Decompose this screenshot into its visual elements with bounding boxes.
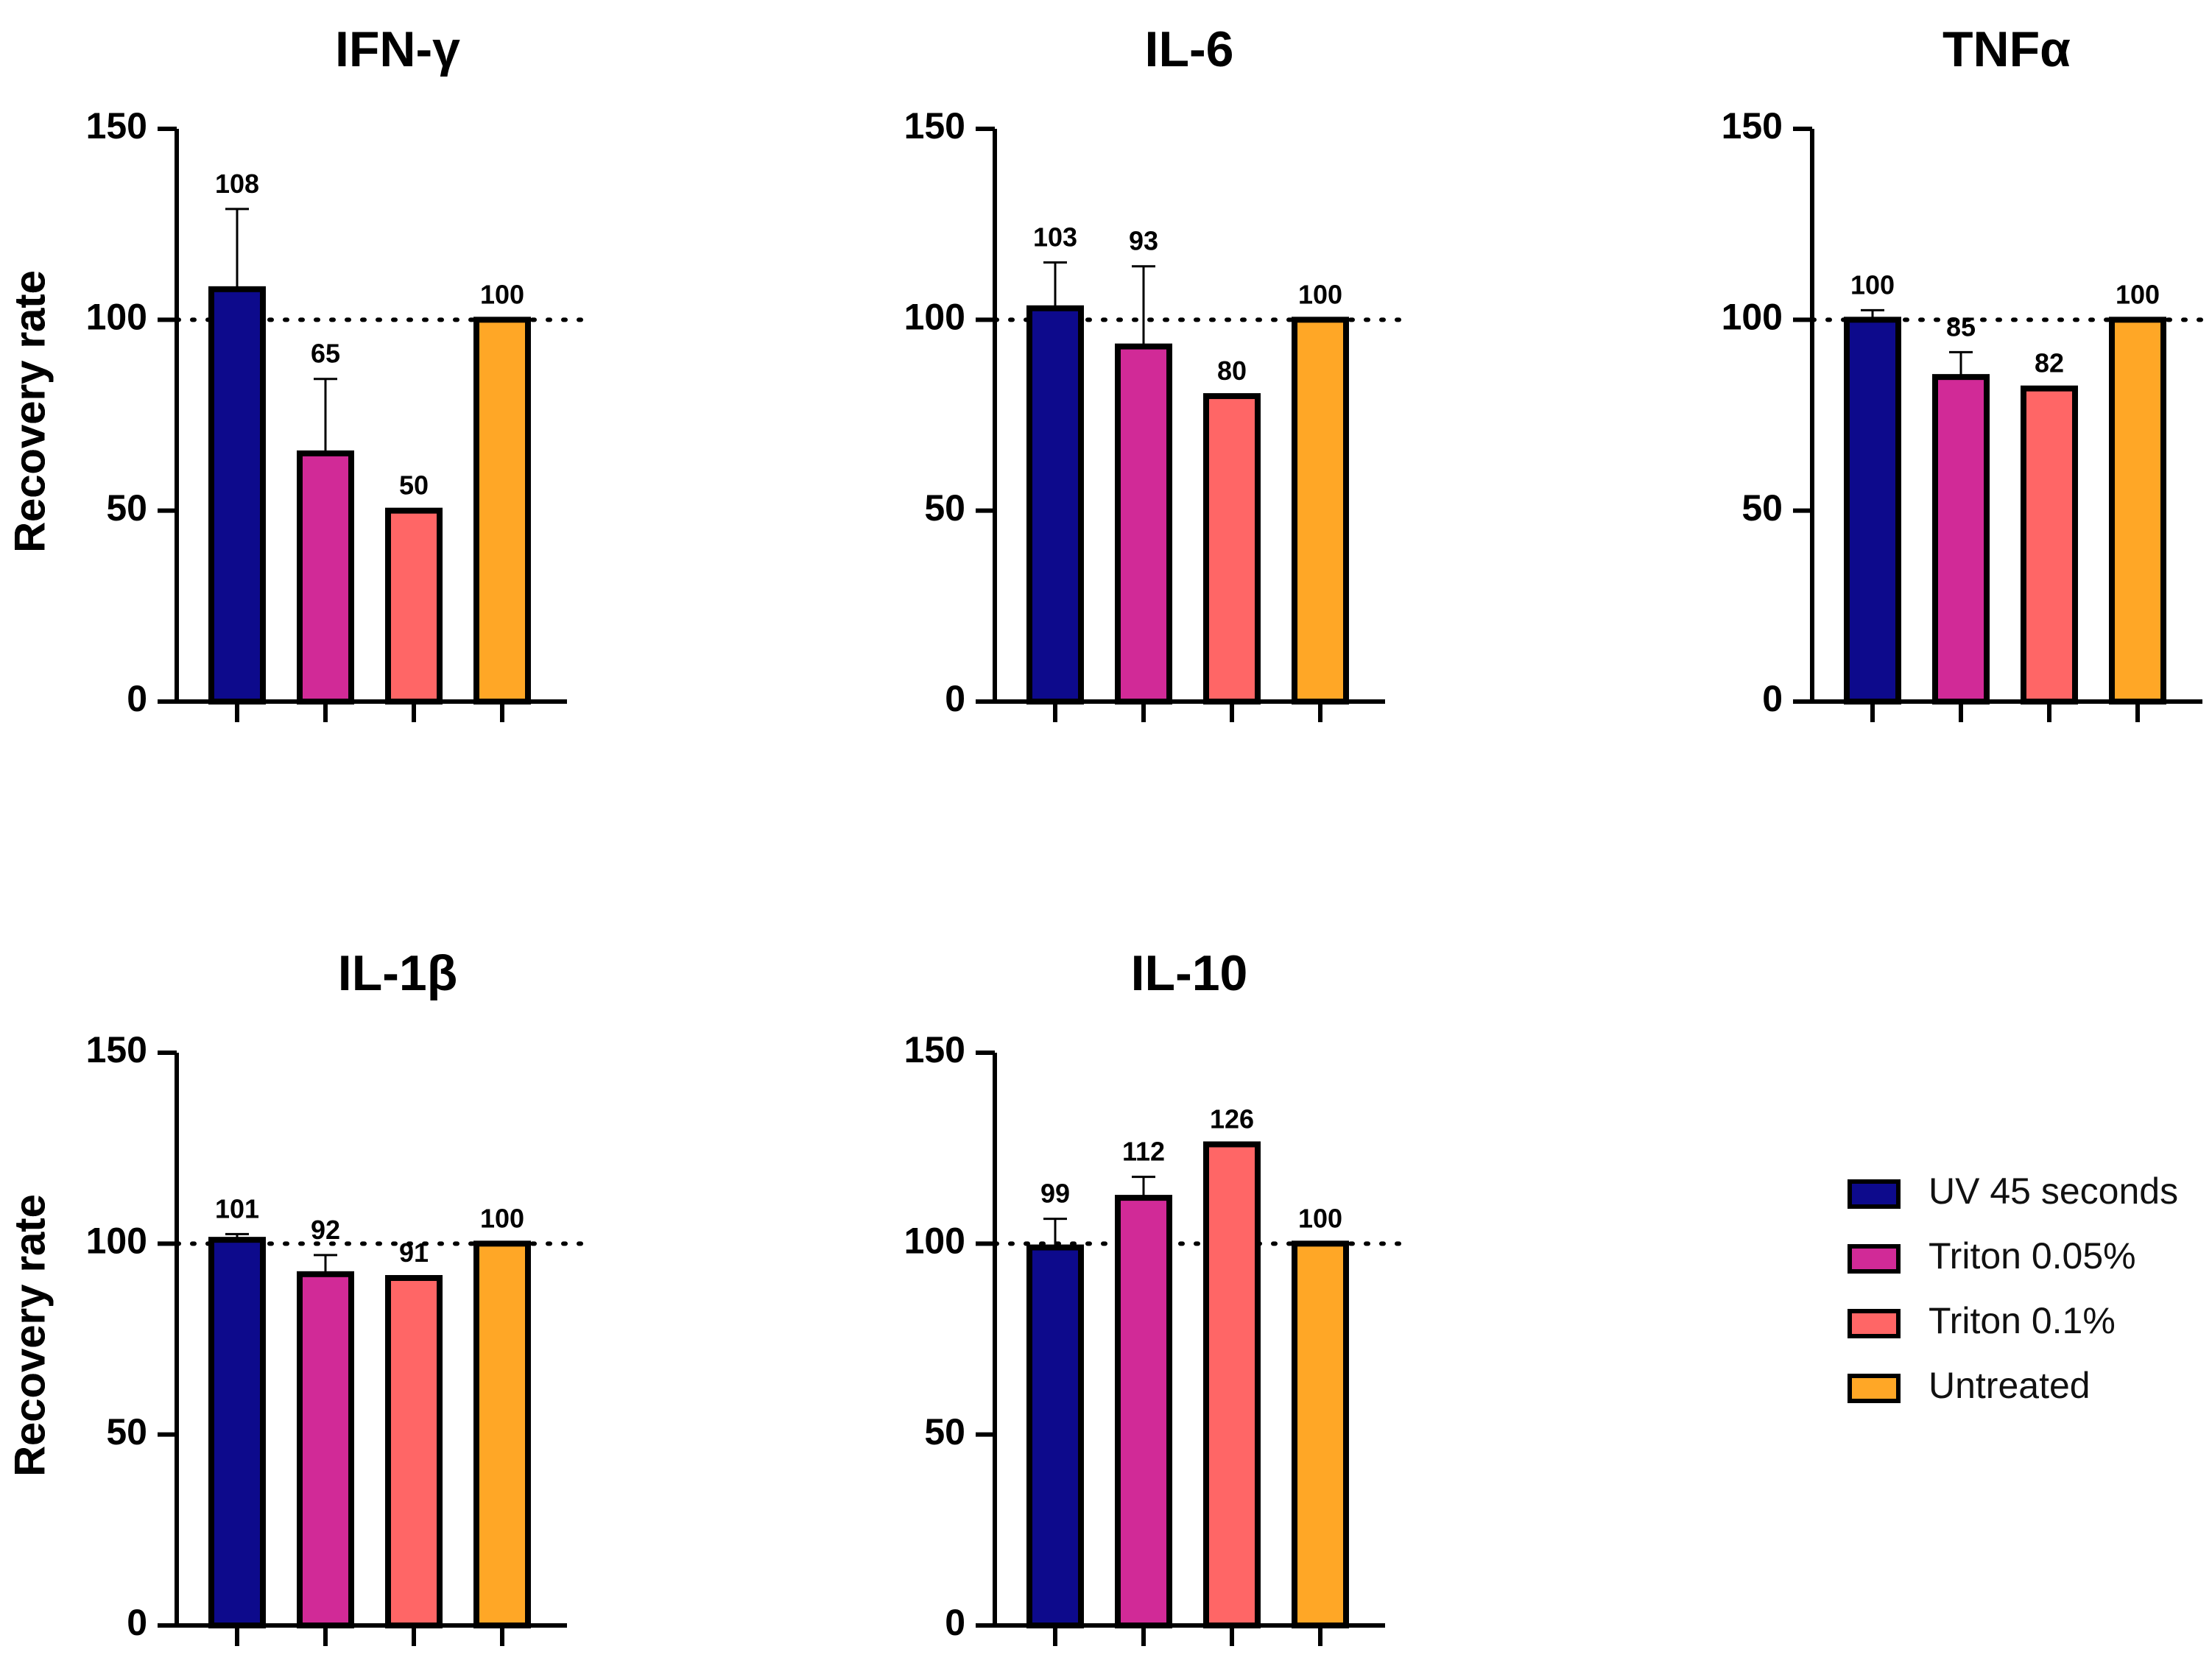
data-label: 108 (215, 169, 259, 199)
y-axis-label: Recovery rate (6, 270, 54, 553)
legend-swatch (1848, 1244, 1901, 1274)
y-tick-label: 50 (106, 487, 147, 529)
y-tick-label: 50 (924, 1411, 965, 1452)
y-tick-label: 100 (86, 297, 147, 338)
legend-swatch (1848, 1374, 1901, 1403)
bar (297, 450, 354, 705)
data-label: 100 (480, 279, 524, 309)
y-tick-label: 0 (945, 678, 965, 719)
bar (385, 1275, 443, 1628)
data-label: 100 (1298, 1203, 1342, 1233)
data-label: 91 (399, 1237, 429, 1268)
data-label: 99 (1040, 1179, 1070, 1209)
data-label: 85 (1946, 311, 1976, 342)
data-label: 50 (399, 470, 429, 501)
legend-label: Untreated (1929, 1365, 2091, 1406)
legend-label: Triton 0.1% (1929, 1300, 2116, 1341)
y-tick-label: 150 (904, 105, 965, 146)
data-label: 103 (1033, 222, 1077, 253)
y-axis-label: Recovery rate (6, 270, 54, 553)
chart-title: IL-1β (338, 945, 457, 1001)
chart-panel: IL-1β Recovery rate 0 50 100 150 101 92 91 100 (6, 945, 584, 1646)
chart-panel: IFN-γ Recovery rate 0 50 100 150 108 65 50 100 (6, 21, 584, 722)
y-tick-label: 0 (127, 678, 147, 719)
data-label: 100 (1298, 279, 1342, 309)
y-axis-label: Recovery rate (6, 1194, 54, 1477)
bar (1203, 393, 1261, 705)
data-label: 126 (1210, 1104, 1254, 1134)
bar (2021, 385, 2078, 705)
bar (1026, 1244, 1084, 1628)
bar (473, 317, 531, 705)
data-label: 112 (1122, 1137, 1165, 1167)
chart-title: IL-10 (1131, 945, 1248, 1001)
data-label: 80 (1217, 356, 1247, 386)
y-tick-label: 100 (1722, 297, 1783, 338)
chart-panel: TNFα Recovery rate 0 50 100 150 100 85 82 100 (6, 21, 2212, 722)
chart-title: TNFα (1942, 21, 2071, 77)
legend-label: UV 45 seconds (1929, 1171, 2178, 1212)
y-tick-label: 150 (904, 1029, 965, 1070)
chart-panel: IL-6 Recovery rate 0 50 100 150 103 93 80 100 (6, 21, 1402, 722)
data-label: 100 (1850, 269, 1895, 300)
y-tick-label: 0 (127, 1602, 147, 1643)
data-label: 92 (311, 1215, 340, 1245)
bar (473, 1240, 531, 1629)
y-tick-label: 0 (1762, 678, 1783, 719)
chart-title: IL-6 (1145, 21, 1234, 77)
bar (1292, 1240, 1349, 1629)
bar (1115, 1195, 1172, 1629)
bar (1203, 1141, 1261, 1628)
legend-label: Triton 0.05% (1929, 1235, 2136, 1277)
y-axis-label: Recovery rate (6, 1194, 54, 1477)
y-tick-label: 50 (924, 487, 965, 529)
bar (297, 1271, 354, 1628)
y-tick-label: 100 (904, 1221, 965, 1262)
y-tick-label: 50 (1741, 487, 1783, 529)
y-tick-label: 150 (1722, 105, 1783, 146)
legend-swatch (1848, 1309, 1901, 1338)
data-label: 93 (1129, 226, 1158, 256)
data-label: 100 (480, 1203, 524, 1233)
y-axis-label: Recovery rate (6, 270, 54, 553)
y-tick-label: 0 (945, 1602, 965, 1643)
bar (208, 286, 266, 705)
y-tick-label: 150 (86, 105, 147, 146)
y-tick-label: 150 (86, 1029, 147, 1070)
data-label: 82 (2035, 348, 2064, 378)
bar (2109, 317, 2166, 705)
bar (1844, 317, 1901, 705)
data-label: 65 (311, 339, 340, 369)
chart-title: IFN-γ (335, 21, 460, 77)
bar (1115, 343, 1172, 705)
y-tick-label: 100 (86, 1221, 147, 1262)
y-tick-label: 100 (904, 297, 965, 338)
bar (1026, 305, 1084, 705)
y-tick-label: 50 (106, 1411, 147, 1452)
bar (208, 1237, 266, 1628)
bar (385, 507, 443, 705)
data-label: 101 (215, 1193, 259, 1224)
bar (1932, 374, 1990, 705)
data-label: 100 (2116, 279, 2160, 309)
bar (1292, 317, 1349, 705)
legend-swatch (1848, 1179, 1901, 1209)
legend: UV 45 seconds Triton 0.05% Triton 0.1% Untr… (1848, 1171, 2178, 1406)
chart-panel: IL-10 Recovery rate 0 50 100 150 99 112 126 100 (6, 945, 1402, 1646)
